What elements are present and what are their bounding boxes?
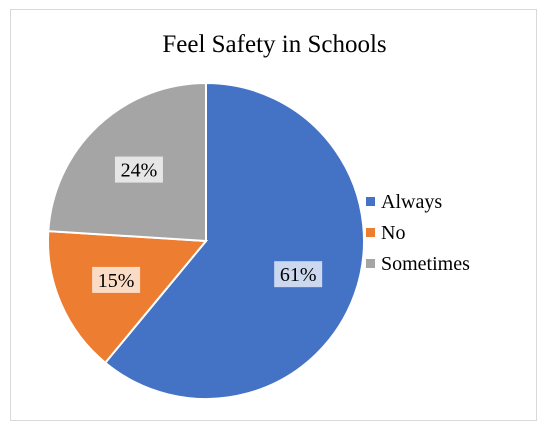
legend-item-sometimes: Sometimes — [366, 248, 470, 279]
data-label-box-sometimes — [114, 156, 163, 183]
data-label-text-always: 61% — [280, 264, 317, 286]
pie-slice-always — [103, 81, 365, 400]
legend-swatch-always — [366, 197, 375, 206]
legend-item-always: Always — [366, 186, 470, 217]
legend: Always No Sometimes — [366, 186, 470, 279]
legend-item-no: No — [366, 217, 470, 248]
data-label-no: 15% — [92, 266, 141, 293]
legend-swatch-sometimes — [366, 259, 375, 268]
legend-swatch-no — [366, 228, 375, 237]
data-label-text-sometimes: 24% — [121, 160, 158, 182]
data-label-sometimes: 24% — [114, 156, 163, 183]
data-label-text-no: 15% — [98, 270, 135, 292]
legend-label-always: Always — [381, 190, 443, 213]
legend-label-sometimes: Sometimes — [381, 252, 470, 275]
data-label-always: 61% — [274, 261, 323, 288]
legend-label-no: No — [381, 221, 406, 244]
chart-title: Feel Safety in Schools — [162, 31, 387, 58]
pie-slice-no — [47, 230, 209, 365]
data-label-box-no — [92, 266, 141, 293]
data-label-box-always — [274, 261, 323, 288]
